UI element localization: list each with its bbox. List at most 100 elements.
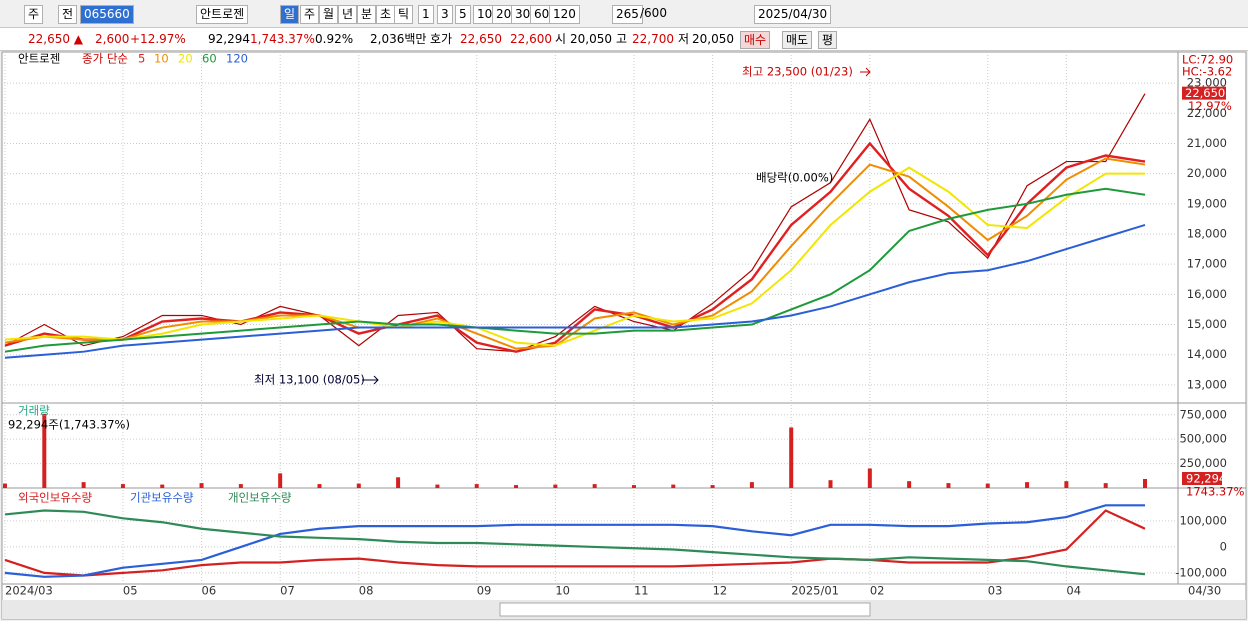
toolbar-item[interactable]: 주 <box>300 5 320 24</box>
annotation: 최저 13,100 (08/05) <box>254 373 365 387</box>
toolbar-item[interactable]: 1 <box>418 5 434 24</box>
volume-bar <box>631 485 636 488</box>
y-tick-label: 21,000 <box>1187 136 1227 150</box>
volume-bar <box>1103 483 1108 488</box>
toolbar-item[interactable]: 30 <box>511 5 535 24</box>
legend-entry: 20 <box>178 52 193 66</box>
ma-line <box>4 187 1146 353</box>
ma-line <box>4 141 1146 353</box>
quote-item: 0.92% <box>315 32 354 46</box>
toolbar-item[interactable]: 전 <box>58 5 78 24</box>
toolbar-item[interactable]: 265 <box>612 5 643 24</box>
volume-bar <box>278 473 283 488</box>
arrow <box>362 375 379 385</box>
toolbar-item[interactable]: 안트로젠 <box>196 5 249 24</box>
toolbar-item[interactable]: 틱 <box>394 5 414 24</box>
toolbar-item[interactable]: 5 <box>455 5 471 24</box>
volume-bar <box>985 483 990 488</box>
quote-item: 고 <box>616 32 628 46</box>
toolbar-item[interactable]: 주 <box>24 5 44 24</box>
volume-bar <box>42 413 47 488</box>
toolbar-item[interactable]: 초 <box>376 5 396 24</box>
quote-item: 저 <box>678 32 690 46</box>
x-tick-label: 2025/01 <box>791 584 839 598</box>
toolbar-item[interactable]: 일 <box>280 5 300 24</box>
quote-item[interactable]: 평 <box>818 31 838 49</box>
volume-bar <box>435 484 440 488</box>
holding-line <box>4 509 1146 577</box>
quote-bar: 22,650 ▲ 2,600 +12.97% 92,294 1,743.37% 0.92%… <box>0 28 1248 51</box>
volume-bar <box>867 468 872 488</box>
x-tick-label: 06 <box>202 584 217 598</box>
toolbar-item[interactable]: 065660 <box>80 5 134 24</box>
x-tick-label: 02 <box>870 584 885 598</box>
toolbar-item[interactable]: 년 <box>338 5 358 24</box>
toolbar-item[interactable]: 20 <box>492 5 516 24</box>
quote-item: 2,036백만 <box>370 32 427 46</box>
volume-bar <box>81 482 86 488</box>
legend-entry: 60 <box>202 52 217 66</box>
legend-entry: 5 <box>138 52 145 66</box>
volume-tag-bg <box>1182 471 1222 485</box>
legend-entry: 개인보유수량 <box>228 491 292 505</box>
annotation: 배당락(0.00%) <box>756 171 833 185</box>
toolbar-item[interactable]: /600 <box>640 6 667 20</box>
y-tick-label: 13,000 <box>1187 377 1227 391</box>
toolbar-item[interactable]: 3 <box>437 5 453 24</box>
y-tick-label: 14,000 <box>1187 347 1227 361</box>
legend-entry: 기관보유수량 <box>130 491 194 505</box>
y-tick-label: 100,000 <box>1179 513 1227 527</box>
holding-line <box>4 509 1146 576</box>
toolbar-item[interactable]: 월 <box>319 5 339 24</box>
y-tick-label: 17,000 <box>1187 257 1227 271</box>
chart: 13,000 14,000 15,000 16,000 17,000 18,000 19,0… <box>1 51 1247 620</box>
x-tick-label: 09 <box>477 584 492 598</box>
volume-bar <box>396 477 401 488</box>
x-tick-label: 03 <box>988 584 1003 598</box>
volume-bar <box>199 483 204 488</box>
x-tick-label: 08 <box>359 584 374 598</box>
x-tick-label: 05 <box>123 584 138 598</box>
y-tick-label: 15,000 <box>1187 317 1227 331</box>
volume-bar <box>474 484 479 488</box>
panel-subtitle: 92,294주(1,743.37%) <box>8 418 130 432</box>
y-tick-label: 500,000 <box>1179 432 1227 446</box>
quote-item: 호가 <box>430 32 453 46</box>
axis-note: HC:-3.62 <box>1182 65 1232 79</box>
volume-bar <box>514 485 519 488</box>
volume-bar <box>317 484 322 488</box>
toolbar: 주 전 065660 안트로젠 일 주 월 년 분 초 틱 1 3 5 10 20 30 60 120 265/600… <box>0 2 1248 28</box>
legend-entry: 10 <box>154 52 169 66</box>
volume-bar <box>1064 481 1069 488</box>
x-tick-label: 12 <box>713 584 728 598</box>
ma-line <box>4 223 1146 359</box>
arrow <box>860 67 871 77</box>
quote-item[interactable]: 매도 <box>782 31 813 49</box>
close-line <box>4 93 1146 353</box>
axis-note: LC:72.90 <box>1182 53 1233 67</box>
toolbar-item[interactable]: 120 <box>549 5 580 24</box>
price-tag: 22,650 <box>1185 86 1225 100</box>
x-tick-label: 2024/03 <box>5 584 53 598</box>
volume-bar <box>1143 478 1147 488</box>
y-tick-label: 0 <box>1220 539 1227 553</box>
quote-item: 22,650 <box>460 32 502 46</box>
holding-line <box>4 504 1145 578</box>
toolbar-item[interactable]: 분 <box>357 5 377 24</box>
quote-item[interactable]: 매수 <box>740 31 771 49</box>
volume-bar <box>3 483 7 488</box>
price-tag-bg <box>1182 86 1226 100</box>
volume-bar <box>946 483 951 488</box>
volume-bar <box>671 484 676 488</box>
annotation: 최고 23,500 (01/23) <box>742 65 853 79</box>
scroll-thumb[interactable] <box>499 602 871 617</box>
quote-item: 2,600 <box>95 32 130 46</box>
toolbar-item[interactable]: 2025/04/30 <box>754 5 832 24</box>
ma-line <box>4 157 1146 350</box>
y-tick-label: 20,000 <box>1187 166 1227 180</box>
volume-bar <box>356 483 361 488</box>
volume-bar <box>160 484 165 488</box>
y-tick-label: 16,000 <box>1187 287 1227 301</box>
volume-bar <box>749 482 754 488</box>
